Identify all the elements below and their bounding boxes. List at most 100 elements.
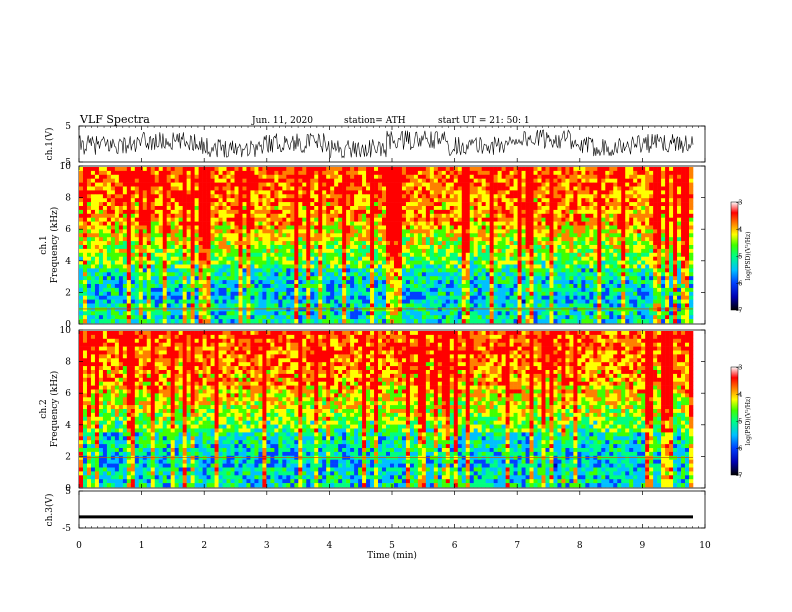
spectrogram-cell (493, 190, 498, 195)
spectrogram-cell (270, 217, 275, 222)
spectrogram-cell (633, 287, 638, 293)
spectrogram-cell (186, 284, 191, 289)
spectrogram-cell (266, 264, 271, 269)
spectrogram-cell (661, 237, 666, 242)
spectrogram-cell (114, 287, 120, 293)
spectrogram-cell (421, 237, 427, 242)
spectrogram-cell (429, 174, 435, 179)
spectrogram-cell (589, 186, 594, 191)
spectrogram-cell (561, 256, 566, 261)
spectrogram-cell (210, 206, 215, 211)
spectrogram-cell (278, 229, 283, 234)
spectrogram-cell (378, 248, 383, 254)
spectrogram-cell (134, 256, 140, 261)
spectrogram-cell (162, 264, 168, 269)
spectrogram-cell (437, 186, 443, 191)
spectrogram-cell (581, 252, 586, 257)
spectrogram-cell (130, 272, 136, 277)
spectrogram-cell (653, 202, 658, 207)
spectrogram-cell (557, 225, 562, 230)
spectrogram-cell (501, 167, 506, 172)
spectrogram-cell (453, 245, 459, 250)
spectrogram-cell (166, 252, 171, 257)
spectrogram-cell (306, 241, 311, 246)
spectrogram-cell (441, 167, 447, 172)
spectrogram-cell (581, 256, 586, 261)
spectrogram-cell (545, 186, 550, 191)
spectrogram-cell (545, 202, 550, 207)
spectrogram-cell (537, 217, 542, 222)
spectrogram-cell (669, 194, 674, 199)
spectrogram-cell (421, 256, 427, 261)
spectrogram-cell (601, 167, 606, 172)
spectrogram-cell (82, 260, 88, 265)
spectrogram-cell (354, 209, 359, 215)
spectrogram-cell (501, 190, 506, 195)
spectrogram-cell (497, 174, 502, 179)
spectrogram-cell (222, 225, 227, 230)
spectrogram-cell (629, 170, 634, 176)
spectrogram-cell (437, 287, 443, 293)
spectrogram-cell (665, 252, 670, 257)
spectrogram-cell (421, 186, 427, 191)
spectrogram-cell (393, 252, 399, 257)
spectrogram-cell (386, 170, 391, 176)
spectrogram-cell (142, 287, 148, 293)
spectrogram-cell (214, 217, 219, 222)
spectrogram-cell (362, 170, 367, 176)
spectrogram-cell (350, 182, 355, 187)
spectrogram-cell (577, 213, 582, 218)
spectrogram-cell (545, 178, 550, 183)
spectrogram-cell (437, 178, 443, 183)
spectrogram-cell (473, 241, 478, 246)
spectrogram-cell (254, 229, 259, 234)
spectrogram-cell (421, 174, 427, 179)
spectrogram-cell (310, 280, 315, 285)
spectrogram-cell (158, 248, 164, 254)
spectrogram-cell (465, 178, 471, 183)
spectrogram-cell (110, 264, 116, 269)
spectrogram-cell (242, 241, 247, 246)
spectrogram-cell (338, 264, 343, 269)
spectrogram-cell (437, 229, 443, 234)
spectrogram-cell (298, 287, 303, 293)
spectrogram-cell (290, 167, 295, 172)
spectrogram-cell (138, 202, 144, 207)
spectrogram-cell (382, 237, 387, 242)
spectrogram-cell (413, 170, 419, 176)
spectrogram-cell (553, 248, 558, 254)
spectrogram-cell (182, 170, 187, 176)
spectrogram-cell (661, 178, 666, 183)
spectrogram-cell (389, 217, 395, 222)
spectrogram-cell (166, 241, 171, 246)
spectrogram-cell (202, 233, 207, 238)
spectrogram-cell (306, 256, 311, 261)
spectrogram-cell (649, 245, 654, 250)
spectrogram-cell (294, 194, 299, 199)
spectrogram-cell (334, 276, 339, 281)
spectrogram-cell (389, 260, 395, 265)
spectrogram-cell (286, 256, 291, 261)
spectrogram-cell (625, 256, 630, 261)
spectrogram-cell (190, 268, 195, 273)
spectrogram-cell (581, 248, 586, 254)
spectrogram-cell (79, 206, 84, 211)
spectrogram-cell (541, 284, 546, 289)
spectrogram-cell (545, 213, 550, 218)
spectrogram-cell (79, 260, 84, 265)
spectrogram-cell (310, 202, 315, 207)
spectrogram-cell (222, 182, 227, 187)
spectrogram-cell (421, 202, 427, 207)
spectrogram-cell (118, 170, 124, 176)
spectrogram-cell (110, 280, 116, 285)
spectrogram-cell (577, 229, 582, 234)
spectrogram-cell (429, 248, 435, 254)
spectrogram-cell (501, 252, 506, 257)
spectrogram-cell (334, 170, 339, 176)
spectrogram-cell (405, 190, 411, 195)
spectrogram-cell (258, 186, 263, 191)
spectrogram-cell (234, 186, 239, 191)
spectrogram-cell (589, 252, 594, 257)
spectrogram-cell (469, 229, 475, 234)
spectrogram-cell (362, 264, 367, 269)
